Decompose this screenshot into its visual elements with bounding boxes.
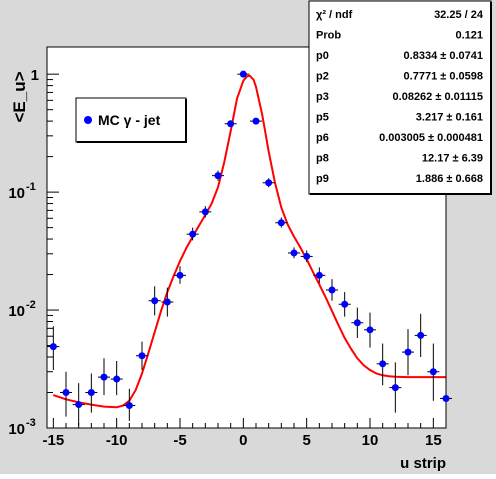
legend-label: MC γ - jet: [98, 112, 161, 128]
y-tick-label: 10: [8, 185, 25, 202]
data-point: [341, 300, 349, 308]
stat-name: p8: [316, 153, 329, 165]
data-point: [429, 368, 437, 376]
data-point: [252, 117, 260, 125]
data-point: [366, 326, 374, 334]
data-point: [442, 394, 450, 402]
y-axis: 10 -310 -210 -11: [8, 67, 59, 438]
data-point: [163, 298, 171, 306]
stat-value: 12.17 ± 6.39: [422, 153, 483, 165]
data-point: [391, 384, 399, 392]
stat-value: 1.886 ± 0.668: [416, 173, 483, 185]
x-axis-label: u strip: [400, 455, 446, 472]
stats-shadow: [310, 193, 492, 195]
data-point: [214, 172, 222, 180]
stats-box: [308, 0, 492, 195]
data-point: [138, 352, 146, 360]
data-point: [201, 208, 209, 216]
x-axis: -15 -10 -5 0 5 10 15: [42, 418, 447, 449]
legend: MC γ - jet: [75, 97, 187, 143]
y-tick-exponent: -1: [26, 181, 36, 193]
y-tick-label: 1: [31, 67, 39, 84]
x-tick-label: -15: [42, 432, 64, 449]
data-point: [75, 401, 83, 409]
stat-name: p2: [316, 71, 329, 83]
stat-value: 32.25 / 24: [434, 9, 484, 21]
stat-name: p9: [316, 173, 329, 185]
x-tick-label: -5: [173, 432, 186, 449]
y-tick-label: 10: [8, 303, 25, 320]
stat-name: p0: [316, 50, 329, 62]
y-axis-label: <E_u>: [10, 71, 29, 122]
stat-value: 3.217 ± 0.161: [416, 112, 483, 124]
data-point: [404, 348, 412, 356]
stat-name: p6: [316, 132, 329, 144]
data-point: [417, 331, 425, 339]
x-tick-label: -10: [106, 432, 128, 449]
fit-stats-box: χ² / ndf 32.25 / 24 Prob 0.121 p0 0.8334 ± 0.…: [308, 0, 492, 195]
data-points: [47, 70, 452, 426]
data-point: [87, 388, 95, 396]
data-point: [49, 343, 57, 351]
data-point: [265, 179, 273, 187]
data-point: [328, 286, 336, 294]
stats-shadow-right: [490, 2, 492, 195]
stat-value: 0.121: [455, 30, 483, 42]
stat-value: 0.8334 ± 0.0741: [404, 50, 483, 62]
data-point: [227, 120, 235, 128]
x-tick-label: 5: [302, 432, 310, 449]
y-tick-exponent: -2: [26, 299, 36, 311]
data-point: [379, 360, 387, 368]
stat-name: p5: [316, 112, 329, 124]
fit-curve-group: [52, 74, 446, 409]
data-point: [353, 319, 361, 327]
stat-value: 0.7771 ± 0.0598: [404, 71, 483, 83]
data-point: [125, 402, 133, 410]
data-point: [100, 373, 108, 381]
stat-name: Prob: [316, 30, 341, 42]
legend-marker: [84, 116, 92, 124]
y-tick-exponent: -3: [26, 417, 36, 429]
data-point: [151, 297, 159, 305]
x-tick-label: 15: [425, 432, 442, 449]
legend-shadow: [77, 141, 187, 143]
data-point: [239, 70, 247, 78]
fit-curve: [52, 74, 446, 409]
data-point: [303, 252, 311, 260]
data-point: [189, 230, 197, 238]
x-tick-label: 10: [362, 432, 379, 449]
data-point: [62, 388, 70, 396]
stat-value: 0.08262 ± 0.01115: [393, 91, 483, 103]
legend-shadow-right: [185, 99, 187, 143]
data-point: [113, 375, 121, 383]
stat-name: χ² / ndf: [316, 9, 353, 21]
x-tick-label: 0: [239, 432, 247, 449]
y-tick-label: 10: [8, 421, 25, 438]
data-point: [290, 249, 298, 257]
data-point: [315, 271, 323, 279]
data-point: [277, 219, 285, 227]
stat-name: p3: [316, 91, 329, 103]
stat-value: 0.003005 ± 0.000481: [379, 132, 483, 144]
data-point: [176, 271, 184, 279]
